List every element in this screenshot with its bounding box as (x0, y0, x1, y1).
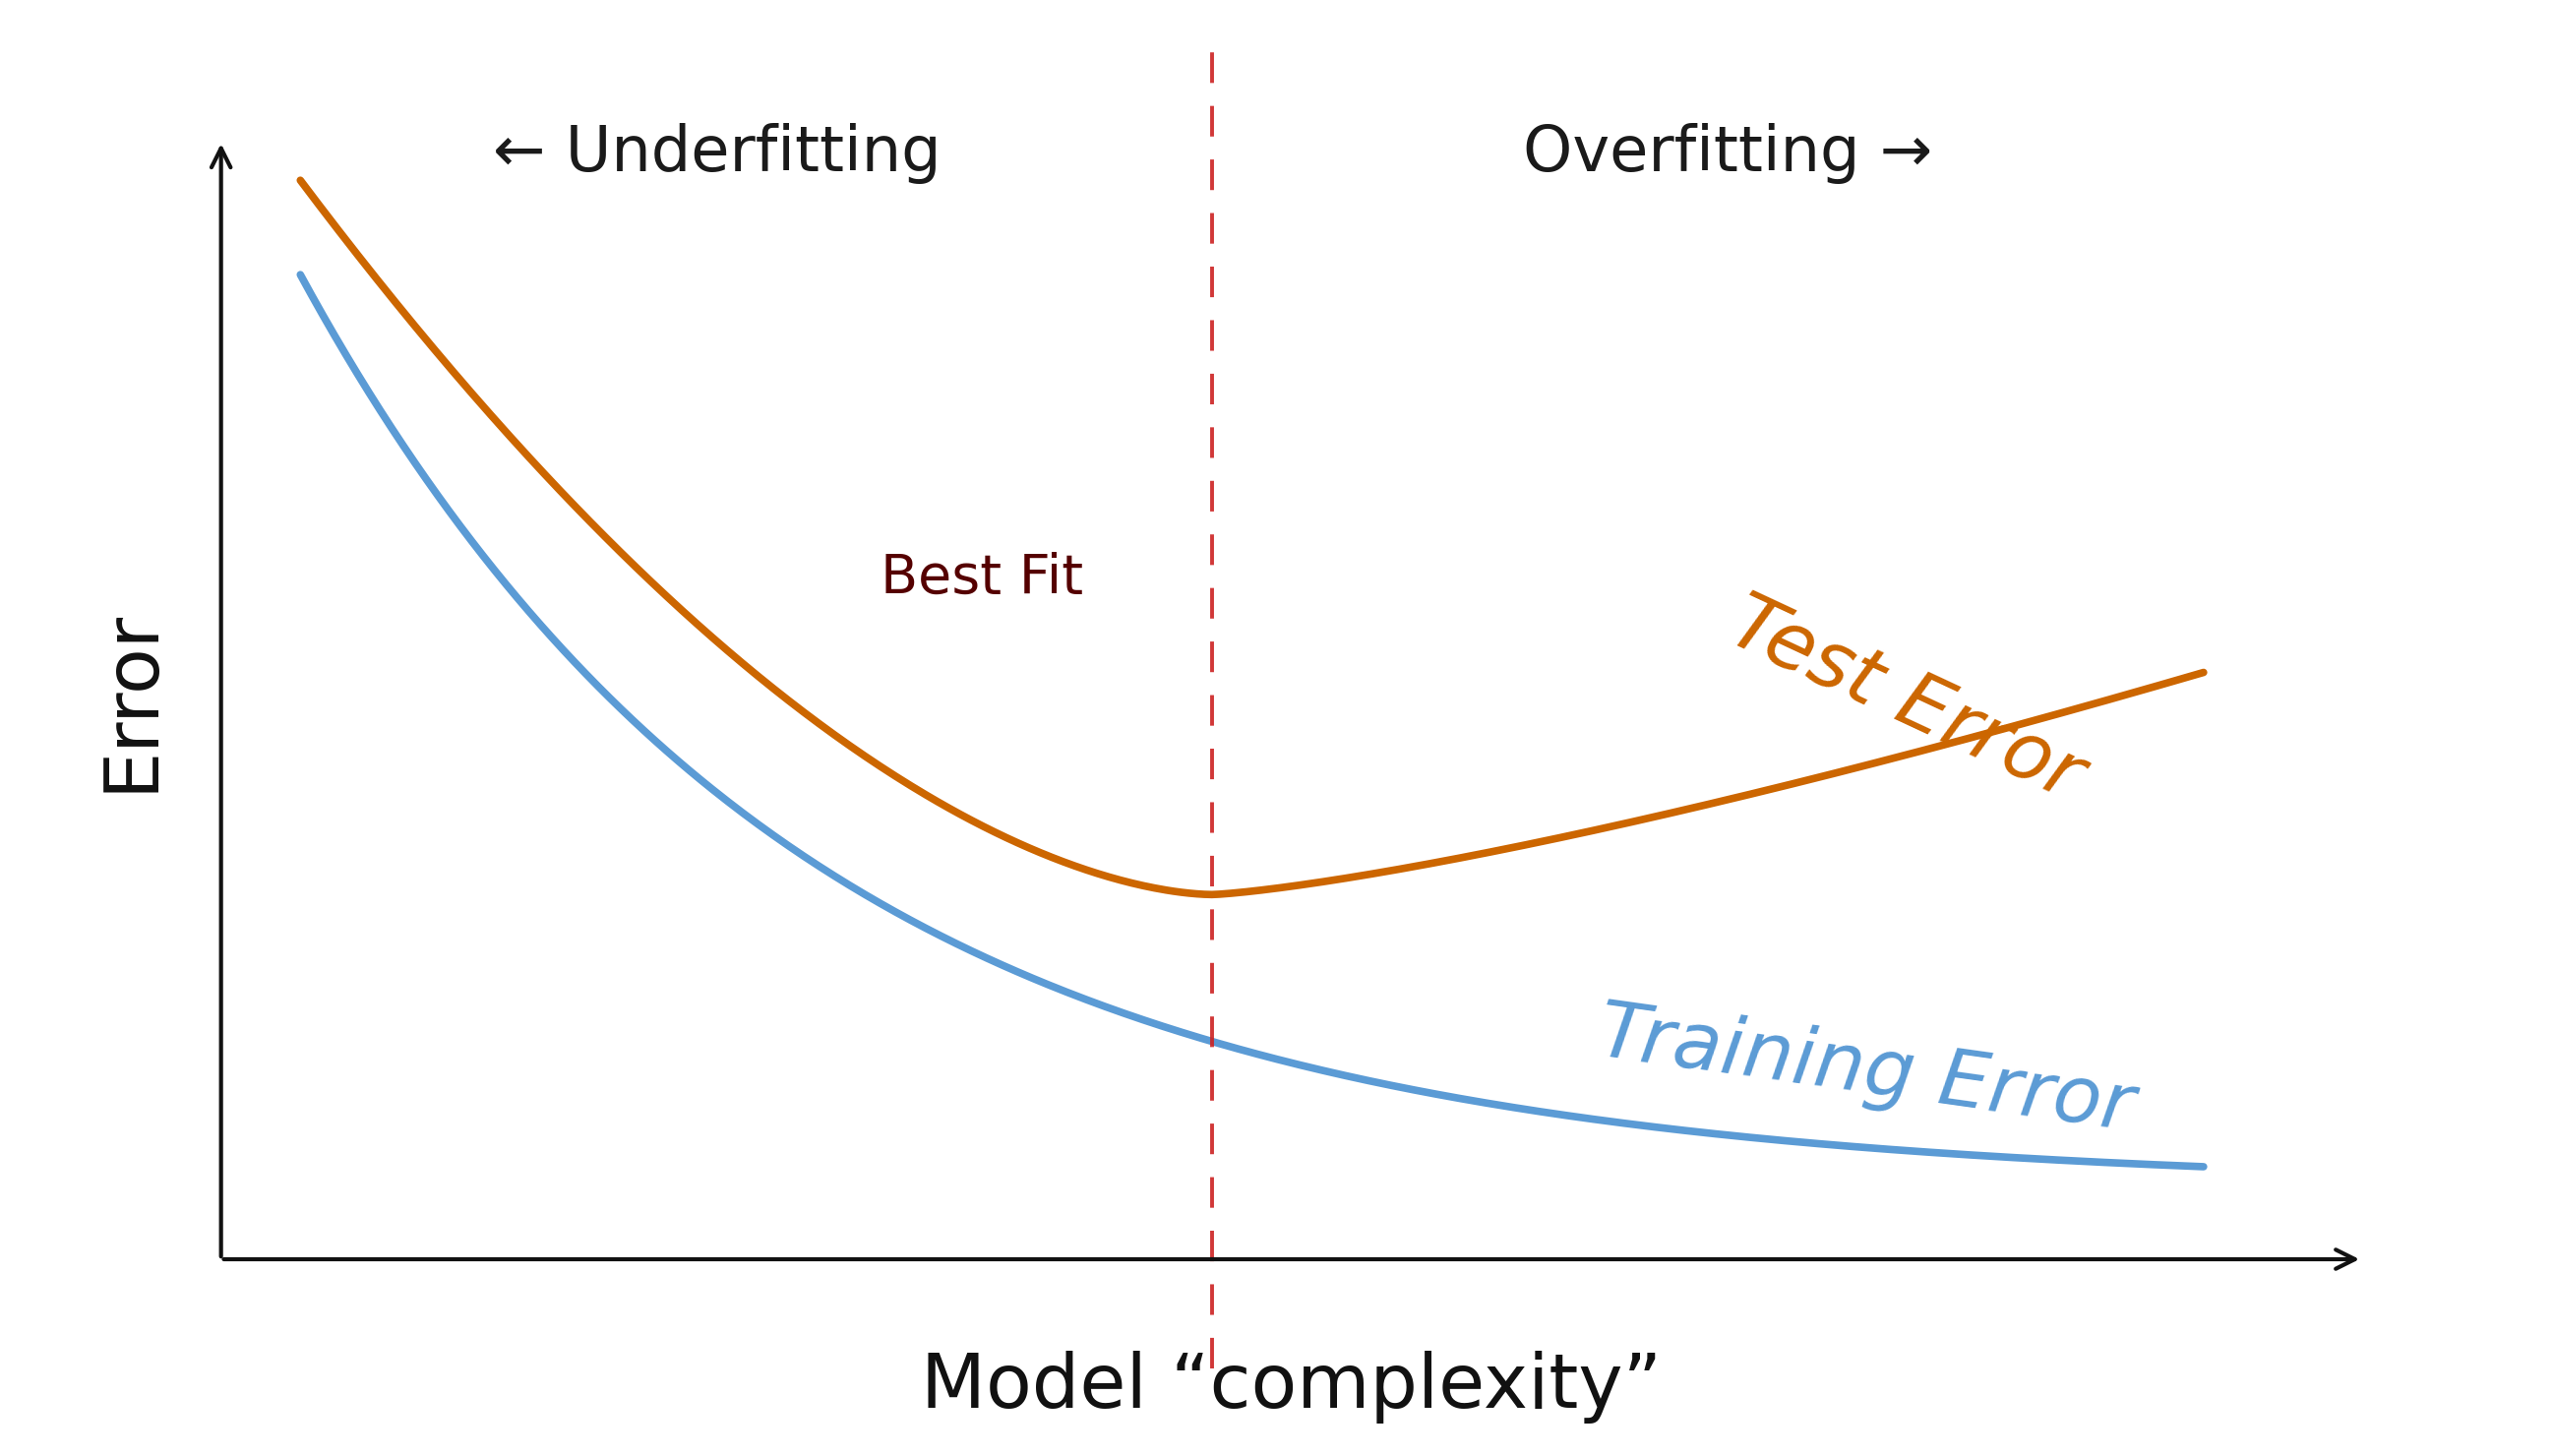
Text: Overfitting →: Overfitting → (1524, 122, 1932, 183)
Text: Model “complexity”: Model “complexity” (921, 1350, 1661, 1423)
Text: Best Fit: Best Fit (880, 552, 1085, 606)
Text: Test Error: Test Error (1717, 585, 2095, 815)
Text: ← Underfitting: ← Underfitting (493, 122, 942, 183)
Text: Training Error: Training Error (1595, 996, 2139, 1146)
Text: Error: Error (94, 609, 168, 792)
